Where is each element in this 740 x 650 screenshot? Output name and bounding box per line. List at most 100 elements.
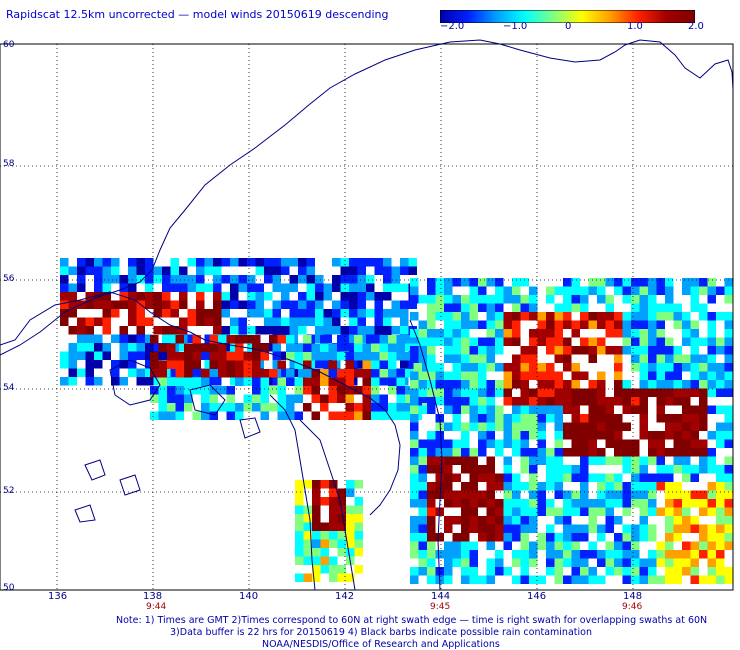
wind-cell bbox=[337, 394, 346, 403]
wind-cell bbox=[478, 371, 487, 380]
wind-cell bbox=[690, 473, 699, 482]
wind-cell bbox=[345, 386, 354, 395]
wind-cell bbox=[503, 380, 512, 389]
wind-cell bbox=[469, 295, 478, 304]
wind-cell bbox=[418, 490, 427, 499]
wind-cell bbox=[260, 352, 269, 361]
wind-cell bbox=[563, 550, 572, 559]
wind-cell bbox=[503, 388, 512, 397]
wind-cell bbox=[690, 405, 699, 414]
wind-cell bbox=[410, 278, 419, 287]
wind-cell bbox=[170, 266, 179, 275]
wind-cell bbox=[648, 354, 657, 363]
wind-cell bbox=[588, 448, 597, 457]
wind-cell bbox=[605, 456, 614, 465]
wind-cell bbox=[673, 388, 682, 397]
wind-cell bbox=[346, 548, 355, 557]
wind-cell bbox=[427, 278, 436, 287]
wind-cell bbox=[153, 275, 162, 284]
wind-cell bbox=[716, 371, 725, 380]
wind-cell bbox=[345, 369, 354, 378]
wind-cell bbox=[187, 317, 196, 326]
wind-cell bbox=[226, 386, 235, 395]
wind-cell bbox=[614, 329, 623, 338]
wind-cell bbox=[690, 286, 699, 295]
wind-cell bbox=[162, 326, 171, 335]
wind-cell bbox=[329, 539, 338, 548]
wind-cell bbox=[656, 363, 665, 372]
wind-cell bbox=[328, 360, 337, 369]
wind-cell bbox=[716, 524, 725, 533]
wind-cell bbox=[690, 371, 699, 380]
wind-cell bbox=[400, 258, 409, 267]
wind-cell bbox=[345, 360, 354, 369]
wind-cell bbox=[520, 388, 529, 397]
wind-cell bbox=[605, 346, 614, 355]
wind-cell bbox=[167, 377, 176, 386]
wind-cell bbox=[461, 388, 470, 397]
wind-cell bbox=[665, 533, 674, 542]
wind-cell bbox=[218, 403, 227, 412]
wind-cell bbox=[656, 346, 665, 355]
wind-cell bbox=[162, 351, 171, 360]
colorbar bbox=[440, 10, 695, 23]
wind-cell bbox=[605, 295, 614, 304]
wind-cell bbox=[512, 286, 521, 295]
wind-cell bbox=[337, 531, 346, 540]
wind-cell bbox=[85, 377, 94, 386]
wind-cell bbox=[597, 482, 606, 491]
wind-cell bbox=[418, 388, 427, 397]
wind-cell bbox=[323, 292, 332, 301]
wind-cell bbox=[145, 377, 154, 386]
wind-cell bbox=[605, 524, 614, 533]
wind-cell bbox=[337, 377, 346, 386]
wind-cell bbox=[639, 346, 648, 355]
wind-cell bbox=[405, 386, 414, 395]
wind-cell bbox=[554, 473, 563, 482]
wind-cell bbox=[605, 312, 614, 321]
wind-cell bbox=[452, 414, 461, 423]
wind-cell bbox=[588, 431, 597, 440]
wind-cell bbox=[418, 507, 427, 516]
wind-cell bbox=[529, 422, 538, 431]
wind-cell bbox=[346, 573, 355, 582]
wind-cell bbox=[597, 414, 606, 423]
wind-cell bbox=[648, 363, 657, 372]
wind-cell bbox=[162, 275, 171, 284]
wind-cell bbox=[716, 499, 725, 508]
wind-cell bbox=[60, 351, 69, 360]
wind-cell bbox=[427, 286, 436, 295]
wind-cell bbox=[226, 335, 235, 344]
wind-cell bbox=[260, 377, 269, 386]
wind-cell bbox=[298, 292, 307, 301]
wind-cell bbox=[486, 278, 495, 287]
wind-cell bbox=[136, 368, 145, 377]
wind-cell bbox=[102, 292, 111, 301]
wind-cell bbox=[119, 300, 128, 309]
wind-cell bbox=[478, 533, 487, 542]
wind-cell bbox=[656, 448, 665, 457]
wind-cell bbox=[622, 320, 631, 329]
wind-cell bbox=[362, 386, 371, 395]
wind-cell bbox=[478, 286, 487, 295]
wind-cell bbox=[673, 567, 682, 576]
wind-cell bbox=[444, 388, 453, 397]
wind-cell bbox=[503, 507, 512, 516]
wind-cell bbox=[724, 567, 733, 576]
wind-cell bbox=[520, 414, 529, 423]
wind-cell bbox=[512, 575, 521, 584]
wind-cell bbox=[184, 386, 193, 395]
wind-cell bbox=[461, 465, 470, 474]
wind-cell bbox=[286, 352, 295, 361]
wind-cell bbox=[461, 575, 470, 584]
wind-cell bbox=[716, 286, 725, 295]
wind-cell bbox=[486, 499, 495, 508]
wind-cell bbox=[418, 346, 427, 355]
wind-cell bbox=[444, 295, 453, 304]
wind-cell bbox=[648, 346, 657, 355]
wind-cell bbox=[374, 317, 383, 326]
wind-cell bbox=[682, 329, 691, 338]
wind-cell bbox=[357, 317, 366, 326]
wind-cell bbox=[388, 360, 397, 369]
wind-cell bbox=[707, 490, 716, 499]
